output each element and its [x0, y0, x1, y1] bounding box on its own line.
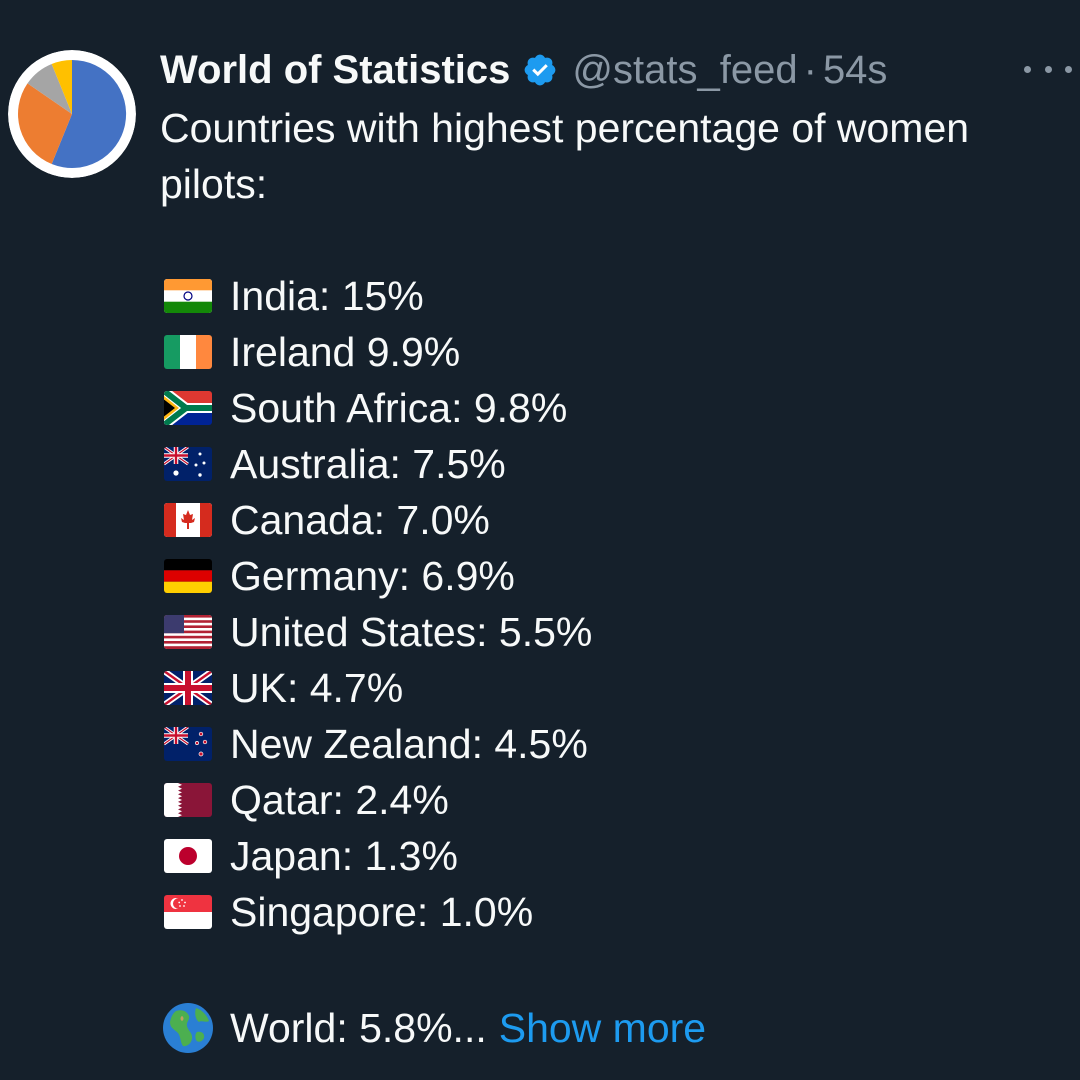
list-item: India: 15% [164, 268, 424, 324]
qatar-flag-icon [164, 783, 212, 817]
verified-badge-icon[interactable] [522, 52, 558, 88]
list-item: Ireland 9.9% [164, 324, 460, 380]
canada-flag-icon [164, 503, 212, 537]
timestamp[interactable]: 54s [822, 47, 888, 92]
globe-icon [162, 1002, 214, 1054]
list-item: South Africa: 9.8% [164, 380, 567, 436]
list-item-text: New Zealand: 4.5% [230, 720, 588, 767]
tweet-intro-text: Countries with highest percentage of wom… [160, 105, 970, 207]
germany-flag-icon [164, 559, 212, 593]
avatar[interactable] [8, 50, 136, 178]
show-more-link[interactable]: Show more [498, 1004, 707, 1051]
ireland-flag-icon [164, 335, 212, 369]
list-item: Germany: 6.9% [164, 548, 515, 604]
singapore-flag-icon [164, 895, 212, 929]
list-item: Qatar: 2.4% [164, 772, 449, 828]
author-handle[interactable]: @stats_feed [572, 47, 798, 92]
list-item-text: Canada: 7.0% [230, 496, 490, 543]
us-flag-icon [164, 615, 212, 649]
list-item-text: Australia: 7.5% [230, 440, 506, 487]
list-item: Singapore: 1.0% [164, 884, 533, 940]
uk-flag-icon [164, 671, 212, 705]
list-item-text: UK: 4.7% [230, 664, 404, 711]
tweet-header: World of Statistics @stats_feed · 54s [160, 42, 887, 98]
list-item: New Zealand: 4.5% [164, 716, 588, 772]
australia-flag-icon [164, 447, 212, 481]
south-africa-flag-icon [164, 391, 212, 425]
japan-flag-icon [164, 839, 212, 873]
list-item-text: Qatar: 2.4% [230, 776, 449, 823]
separator-dot: · [803, 47, 817, 92]
list-item: UK: 4.7% [164, 660, 403, 716]
world-summary-text: World: 5.8%... [230, 1004, 487, 1051]
list-item: United States: 5.5% [164, 604, 592, 660]
list-item: Canada: 7.0% [164, 492, 490, 548]
more-options-icon[interactable] [1024, 54, 1072, 84]
list-item-text: Ireland 9.9% [230, 328, 461, 375]
list-item-text: South Africa: 9.8% [230, 384, 568, 431]
list-item-text: India: 15% [230, 272, 424, 319]
list-item-text: United States: 5.5% [230, 608, 593, 655]
list-item-text: Singapore: 1.0% [230, 888, 534, 935]
list-item: Australia: 7.5% [164, 436, 506, 492]
new-zealand-flag-icon [164, 727, 212, 761]
india-flag-icon [164, 279, 212, 313]
author-name[interactable]: World of Statistics [160, 47, 511, 92]
list-item-text: Germany: 6.9% [230, 552, 515, 599]
world-summary: World: 5.8%... Show more [162, 1000, 706, 1056]
list-item: Japan: 1.3% [164, 828, 458, 884]
list-item-text: Japan: 1.3% [230, 832, 458, 879]
